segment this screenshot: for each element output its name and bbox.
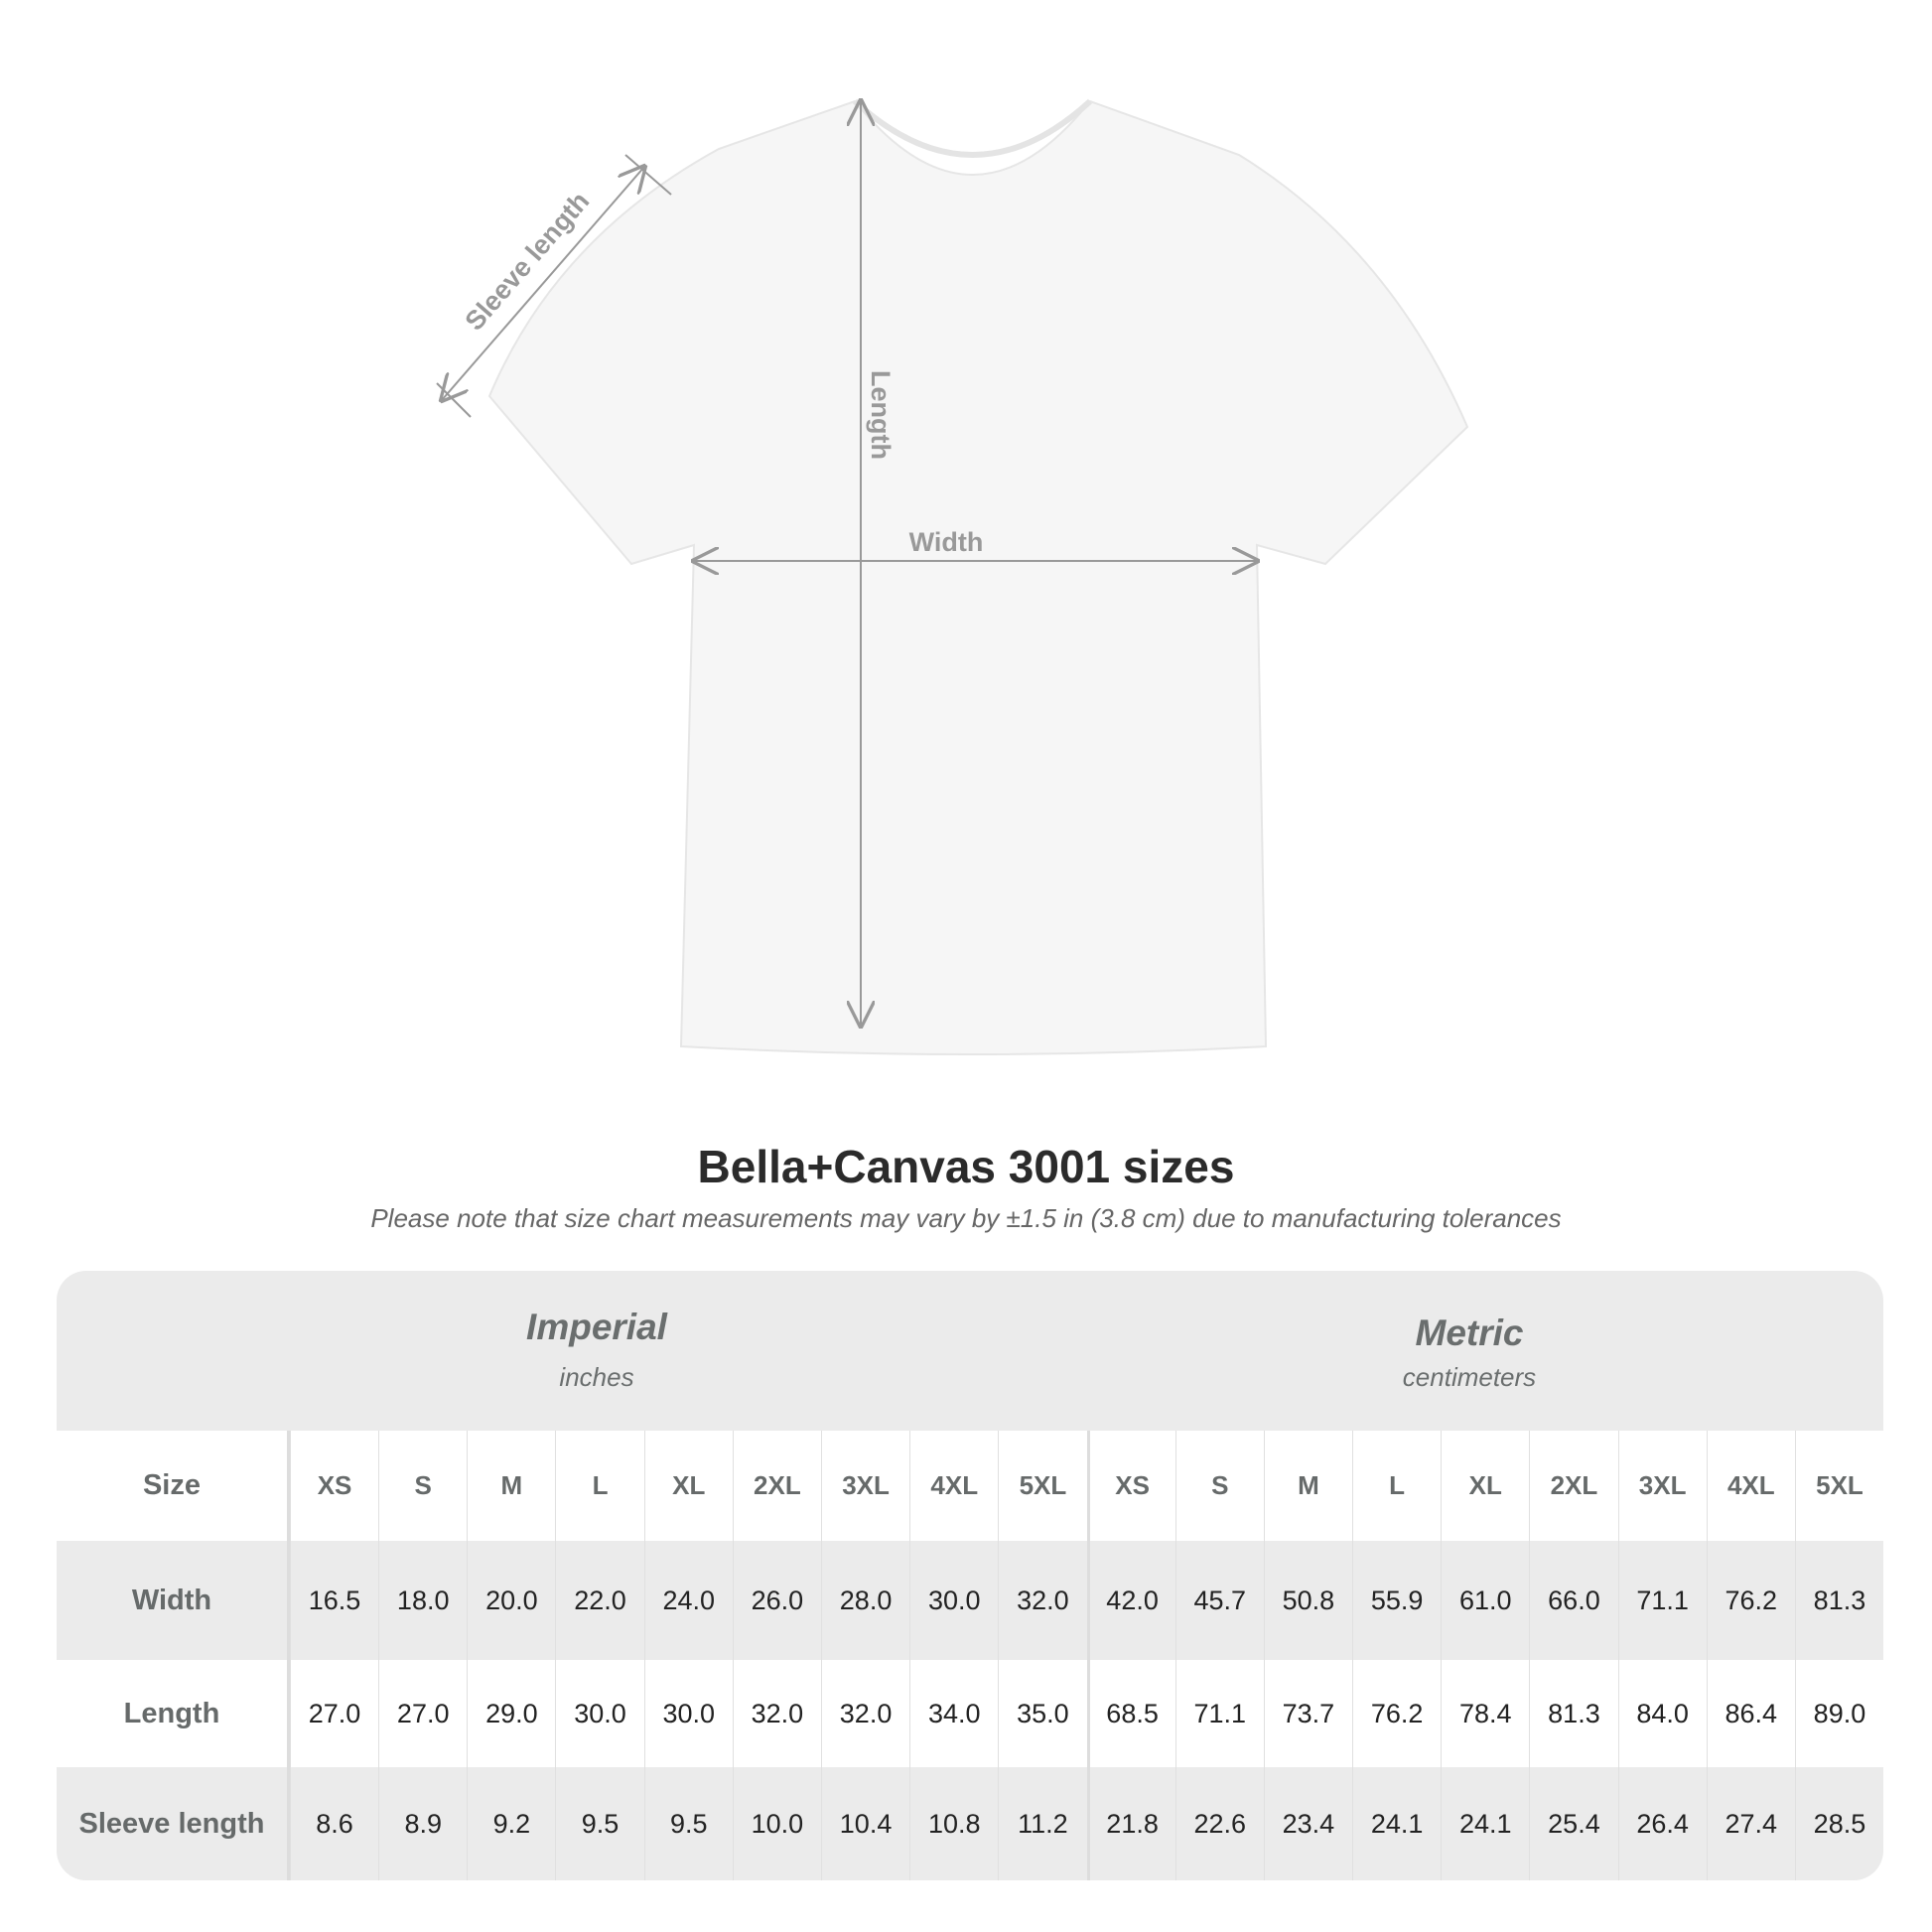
metric-value-cell: 24.1: [1352, 1767, 1441, 1880]
metric-value-cell: 84.0: [1617, 1660, 1707, 1767]
metric-value-cell: 89.0: [1794, 1660, 1883, 1767]
metric-value-cell: 27.4: [1706, 1767, 1795, 1880]
metric-unit: centimeters: [1402, 1362, 1537, 1392]
tshirt-diagram: Length Width Sleeve length: [436, 0, 1469, 1055]
row-label: Length: [57, 1660, 290, 1767]
table-row: Width 16.5 18.0 20.0 22.0 24.0 26.0 28.0 30.0 32.…: [57, 1541, 1883, 1660]
imperial-value-cell: 30.0: [555, 1660, 643, 1767]
imperial-unit: inches: [559, 1362, 634, 1392]
metric-value-cell: 76.2: [1706, 1541, 1795, 1660]
imperial-value-cell: 9.5: [555, 1767, 643, 1880]
table-row: Sleeve length 8.6 8.9 9.2 9.5 9.5 10.0 10.4 10.8…: [57, 1767, 1883, 1880]
metric-size-4xl: 4XL: [1706, 1431, 1795, 1541]
metric-size-5xl: 5XL: [1794, 1431, 1883, 1541]
metric-size-2xl: 2XL: [1529, 1431, 1617, 1541]
length-label: Length: [866, 370, 896, 460]
metric-value-cell: 71.1: [1174, 1660, 1264, 1767]
metric-value-cell: 61.0: [1441, 1541, 1529, 1660]
metric-size-m: M: [1263, 1431, 1352, 1541]
metric-title: Metric: [1415, 1312, 1524, 1353]
imperial-value-cell: 11.2: [998, 1767, 1086, 1880]
metric-header: Metric centimeters: [1271, 1312, 1668, 1393]
imperial-value-cell: 34.0: [909, 1660, 998, 1767]
metric-value-cell: 45.7: [1174, 1541, 1264, 1660]
imperial-value-cell: 10.4: [820, 1767, 909, 1880]
metric-value-cell: 21.8: [1086, 1767, 1175, 1880]
imperial-value-cell: 35.0: [998, 1660, 1086, 1767]
imperial-size-s: S: [378, 1431, 467, 1541]
metric-size-xs: XS: [1086, 1431, 1175, 1541]
imperial-size-2xl: 2XL: [732, 1431, 821, 1541]
imperial-value-cell: 10.8: [909, 1767, 998, 1880]
imperial-value-cell: 18.0: [378, 1541, 467, 1660]
unit-header: Imperial inches Metric centimeters: [57, 1271, 1883, 1431]
row-label: Width: [57, 1541, 290, 1660]
metric-value-cell: 73.7: [1263, 1660, 1352, 1767]
imperial-value-cell: 10.0: [732, 1767, 821, 1880]
imperial-value-cell: 26.0: [732, 1541, 821, 1660]
metric-value-cell: 86.4: [1706, 1660, 1795, 1767]
metric-value-cell: 26.4: [1617, 1767, 1707, 1880]
metric-value-cell: 42.0: [1086, 1541, 1175, 1660]
imperial-size-xl: XL: [643, 1431, 733, 1541]
metric-value-cell: 71.1: [1617, 1541, 1707, 1660]
imperial-value-cell: 32.0: [820, 1660, 909, 1767]
width-label: Width: [909, 527, 984, 557]
metric-size-3xl: 3XL: [1617, 1431, 1707, 1541]
imperial-value-cell: 27.0: [289, 1660, 378, 1767]
metric-value-cell: 66.0: [1529, 1541, 1617, 1660]
imperial-value-cell: 24.0: [643, 1541, 733, 1660]
imperial-size-4xl: 4XL: [909, 1431, 998, 1541]
imperial-value-cell: 32.0: [998, 1541, 1086, 1660]
row-label: Sleeve length: [57, 1767, 290, 1880]
imperial-value-cell: 27.0: [378, 1660, 467, 1767]
imperial-value-cell: 9.2: [467, 1767, 555, 1880]
imperial-header: Imperial inches: [398, 1307, 795, 1393]
imperial-value-cell: 28.0: [820, 1541, 909, 1660]
chart-title: Bella+Canvas 3001 sizes: [697, 1141, 1235, 1192]
imperial-value-cell: 8.6: [289, 1767, 378, 1880]
imperial-size-5xl: 5XL: [998, 1431, 1086, 1541]
metric-value-cell: 50.8: [1263, 1541, 1352, 1660]
imperial-value-cell: 30.0: [643, 1660, 733, 1767]
tshirt-shape: [487, 99, 1469, 1055]
imperial-title: Imperial: [526, 1307, 667, 1347]
metric-value-cell: 28.5: [1794, 1767, 1883, 1880]
metric-value-cell: 55.9: [1352, 1541, 1441, 1660]
imperial-size-l: L: [555, 1431, 643, 1541]
imperial-value-cell: 32.0: [732, 1660, 821, 1767]
size-header-row: Size XS S M L XL 2XL 3XL 4XL 5XL XS S M L XL 2XL 3XL 4XL 5…: [57, 1431, 1883, 1541]
size-table: Imperial inches Metric centimeters Size X…: [57, 1271, 1883, 1880]
metric-value-cell: 23.4: [1263, 1767, 1352, 1880]
imperial-value-cell: 29.0: [467, 1660, 555, 1767]
metric-value-cell: 76.2: [1352, 1660, 1441, 1767]
metric-value-cell: 68.5: [1086, 1660, 1175, 1767]
imperial-value-cell: 16.5: [289, 1541, 378, 1660]
metric-size-xl: XL: [1441, 1431, 1529, 1541]
tolerance-note: Please note that size chart measurements…: [370, 1203, 1562, 1233]
imperial-value-cell: 9.5: [643, 1767, 733, 1880]
metric-value-cell: 81.3: [1794, 1541, 1883, 1660]
metric-value-cell: 81.3: [1529, 1660, 1617, 1767]
metric-value-cell: 25.4: [1529, 1767, 1617, 1880]
imperial-size-m: M: [467, 1431, 555, 1541]
imperial-value-cell: 20.0: [467, 1541, 555, 1660]
metric-value-cell: 24.1: [1441, 1767, 1529, 1880]
metric-value-cell: 78.4: [1441, 1660, 1529, 1767]
metric-size-l: L: [1352, 1431, 1441, 1541]
sleeve-measure-line: [442, 167, 644, 400]
imperial-size-3xl: 3XL: [820, 1431, 909, 1541]
size-label: Size: [57, 1431, 290, 1541]
metric-size-s: S: [1174, 1431, 1264, 1541]
imperial-value-cell: 30.0: [909, 1541, 998, 1660]
imperial-value-cell: 22.0: [555, 1541, 643, 1660]
metric-value-cell: 22.6: [1174, 1767, 1264, 1880]
table-row: Length 27.0 27.0 29.0 30.0 30.0 32.0 32.0 34.0 35…: [57, 1660, 1883, 1767]
imperial-size-xs: XS: [289, 1431, 378, 1541]
imperial-value-cell: 8.9: [378, 1767, 467, 1880]
